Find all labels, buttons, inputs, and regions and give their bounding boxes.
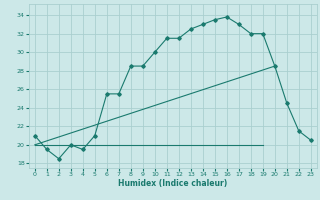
- X-axis label: Humidex (Indice chaleur): Humidex (Indice chaleur): [118, 179, 228, 188]
